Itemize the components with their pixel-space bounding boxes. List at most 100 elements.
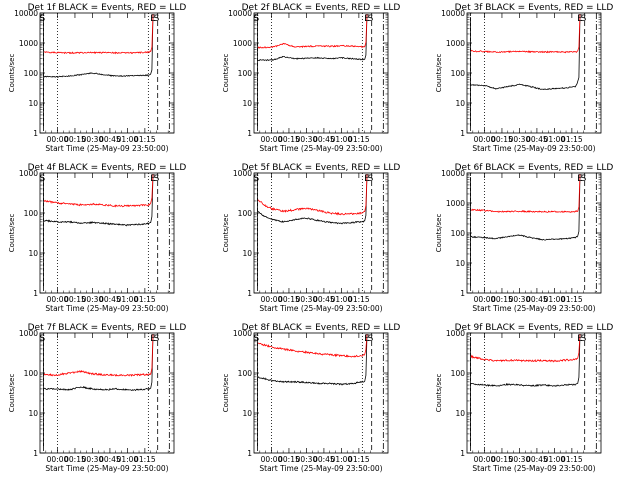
events-series-line bbox=[43, 13, 154, 78]
lld-series-line bbox=[43, 173, 154, 208]
start-marker: S bbox=[581, 174, 587, 184]
start-marker: S bbox=[154, 14, 160, 24]
x-axis-label: Start Time (25-May-09 23:50:00) bbox=[472, 304, 595, 313]
x-tick-label: 01:15 bbox=[348, 455, 370, 464]
detector-panel: Det 2f BLACK = Events, RED = LLD 1 10 100 10… bbox=[222, 3, 400, 153]
x-tick-label: 00:15 bbox=[491, 295, 513, 304]
detector-panel: Det 3f BLACK = Events, RED = LLD 1 10 100 10… bbox=[435, 3, 613, 153]
x-tick-label: 00:30 bbox=[82, 295, 104, 304]
x-tick-label: 00:45 bbox=[99, 295, 121, 304]
end-marker: E bbox=[364, 334, 370, 344]
start-marker: S bbox=[39, 14, 45, 24]
events-series-line bbox=[257, 13, 368, 62]
plot-frame bbox=[39, 332, 175, 454]
x-tick-label: 00:00 bbox=[261, 295, 283, 304]
y-axis-label: Counts/sec bbox=[435, 374, 443, 413]
y-tick-label: 100 bbox=[238, 209, 253, 218]
plot-frame bbox=[253, 12, 389, 134]
x-tick-label: 01:00 bbox=[331, 135, 353, 144]
events-series-line bbox=[257, 333, 368, 386]
detector-panel: Det 7f BLACK = Events, RED = LLD 1 10 100 10… bbox=[8, 323, 186, 473]
plot-frame bbox=[39, 12, 175, 134]
x-tick-label: 00:00 bbox=[474, 135, 496, 144]
y-tick-label: 1 bbox=[247, 129, 252, 138]
x-tick-label: 01:15 bbox=[561, 135, 583, 144]
x-tick-label: 00:45 bbox=[313, 295, 335, 304]
x-tick-label: 00:15 bbox=[64, 455, 86, 464]
plot-frame bbox=[253, 332, 389, 454]
detector-panel: Det 1f BLACK = Events, RED = LLD 1 10 100 10… bbox=[8, 3, 186, 153]
end-marker: E bbox=[364, 174, 370, 184]
events-series-line bbox=[470, 333, 581, 388]
x-axis-label: Start Time (25-May-09 23:50:00) bbox=[45, 144, 168, 153]
end-marker: E bbox=[577, 14, 583, 24]
events-series-line bbox=[257, 173, 368, 225]
x-tick-label: 00:00 bbox=[261, 455, 283, 464]
y-tick-label: 1 bbox=[247, 289, 252, 298]
x-tick-label: 01:15 bbox=[134, 455, 156, 464]
lld-series-line bbox=[43, 13, 154, 55]
lld-series-line bbox=[470, 173, 581, 213]
x-tick-label: 01:00 bbox=[544, 295, 566, 304]
x-tick-label: 01:15 bbox=[561, 455, 583, 464]
y-tick-label: 100 bbox=[451, 229, 466, 238]
end-marker: E bbox=[577, 334, 583, 344]
x-tick-label: 00:00 bbox=[47, 295, 69, 304]
x-tick-label: 01:00 bbox=[544, 455, 566, 464]
end-marker: E bbox=[150, 174, 156, 184]
y-tick-label: 10 bbox=[242, 409, 252, 418]
y-tick-label: 10000 bbox=[228, 9, 252, 18]
x-tick-label: 01:00 bbox=[331, 455, 353, 464]
x-tick-label: 00:00 bbox=[261, 135, 283, 144]
panel-title: Det 1f BLACK = Events, RED = LLD bbox=[28, 3, 187, 13]
x-tick-label: 01:00 bbox=[331, 295, 353, 304]
x-tick-label: 00:15 bbox=[491, 135, 513, 144]
x-tick-label: 00:45 bbox=[99, 455, 121, 464]
y-tick-label: 1000 bbox=[446, 199, 465, 208]
x-tick-label: 00:00 bbox=[47, 455, 69, 464]
y-tick-label: 1000 bbox=[233, 169, 252, 178]
events-series-line bbox=[470, 13, 581, 91]
x-tick-label: 00:45 bbox=[526, 295, 548, 304]
x-tick-label: 01:15 bbox=[134, 295, 156, 304]
start-marker: S bbox=[581, 334, 587, 344]
start-marker: S bbox=[154, 174, 160, 184]
y-tick-label: 10 bbox=[455, 259, 465, 268]
x-tick-label: 00:30 bbox=[509, 455, 531, 464]
y-axis-label: Counts/sec bbox=[222, 214, 230, 253]
y-tick-label: 10 bbox=[28, 409, 38, 418]
x-tick-label: 00:00 bbox=[47, 135, 69, 144]
x-tick-label: 01:15 bbox=[348, 135, 370, 144]
y-axis-label: Counts/sec bbox=[8, 374, 16, 413]
y-tick-label: 1000 bbox=[446, 329, 465, 338]
y-tick-label: 10000 bbox=[14, 9, 38, 18]
start-marker: S bbox=[39, 334, 45, 344]
y-tick-label: 10000 bbox=[441, 169, 465, 178]
y-tick-label: 1 bbox=[33, 449, 38, 458]
x-tick-label: 00:30 bbox=[82, 135, 104, 144]
panel-title: Det 5f BLACK = Events, RED = LLD bbox=[242, 163, 401, 173]
x-tick-label: 01:00 bbox=[117, 295, 139, 304]
detector-panel: Det 8f BLACK = Events, RED = LLD 1 10 100 10… bbox=[222, 323, 400, 473]
start-marker: S bbox=[253, 14, 259, 24]
events-series-line bbox=[43, 333, 154, 392]
x-axis-label: Start Time (25-May-09 23:50:00) bbox=[45, 464, 168, 473]
plot-frame bbox=[466, 12, 602, 134]
x-tick-label: 00:15 bbox=[64, 295, 86, 304]
panel-title: Det 2f BLACK = Events, RED = LLD bbox=[242, 3, 401, 13]
x-tick-label: 00:00 bbox=[474, 455, 496, 464]
plot-frame bbox=[466, 172, 602, 294]
y-tick-label: 1000 bbox=[446, 39, 465, 48]
x-tick-label: 00:45 bbox=[313, 455, 335, 464]
lld-series-line bbox=[257, 173, 368, 216]
x-axis-label: Start Time (25-May-09 23:50:00) bbox=[259, 304, 382, 313]
x-axis-label: Start Time (25-May-09 23:50:00) bbox=[259, 464, 382, 473]
detector-panel: Det 9f BLACK = Events, RED = LLD 1 10 100 10… bbox=[435, 323, 613, 473]
y-axis-label: Counts/sec bbox=[222, 54, 230, 93]
lld-series-line bbox=[257, 333, 368, 358]
y-tick-label: 10000 bbox=[441, 9, 465, 18]
x-tick-label: 00:15 bbox=[64, 135, 86, 144]
x-tick-label: 00:30 bbox=[509, 135, 531, 144]
plot-frame bbox=[39, 172, 175, 294]
x-tick-label: 00:30 bbox=[509, 295, 531, 304]
